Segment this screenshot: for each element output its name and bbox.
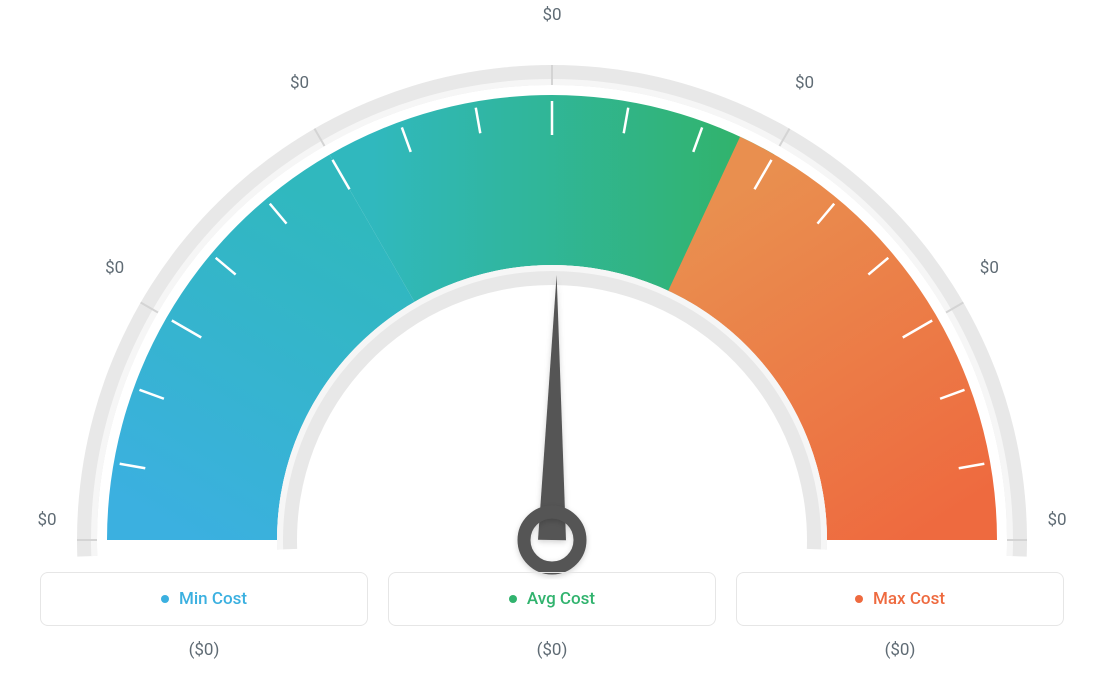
legend-cell-min: Min Cost ($0) bbox=[40, 572, 368, 660]
legend-dot-max bbox=[855, 595, 863, 603]
gauge-scale-label: $0 bbox=[37, 510, 56, 530]
legend-value-min: ($0) bbox=[40, 640, 368, 660]
legend-cell-avg: Avg Cost ($0) bbox=[388, 572, 716, 660]
gauge-scale-label: $0 bbox=[795, 73, 814, 93]
gauge-scale-label: $0 bbox=[105, 258, 124, 278]
gauge-scale-label: $0 bbox=[980, 258, 999, 278]
legend-box-avg: Avg Cost bbox=[388, 572, 716, 626]
gauge-scale-label: $0 bbox=[1047, 510, 1066, 530]
legend-cell-max: Max Cost ($0) bbox=[736, 572, 1064, 660]
gauge-scale-label: $0 bbox=[290, 73, 309, 93]
legend-label-avg: Avg Cost bbox=[527, 589, 595, 609]
legend-box-min: Min Cost bbox=[40, 572, 368, 626]
legend-dot-avg bbox=[509, 595, 517, 603]
legend-value-avg: ($0) bbox=[388, 640, 716, 660]
gauge-chart: $0 $0 $0 $0 $0 $0 $0 bbox=[0, 0, 1104, 560]
legend-box-max: Max Cost bbox=[736, 572, 1064, 626]
legend-label-min: Min Cost bbox=[179, 589, 247, 609]
gauge-svg bbox=[0, 20, 1104, 580]
legend-value-max: ($0) bbox=[736, 640, 1064, 660]
legend-label-max: Max Cost bbox=[873, 589, 945, 609]
legend-dot-min bbox=[161, 595, 169, 603]
legend-row: Min Cost ($0) Avg Cost ($0) Max Cost ($0… bbox=[40, 572, 1064, 660]
gauge-scale-label: $0 bbox=[542, 5, 561, 25]
